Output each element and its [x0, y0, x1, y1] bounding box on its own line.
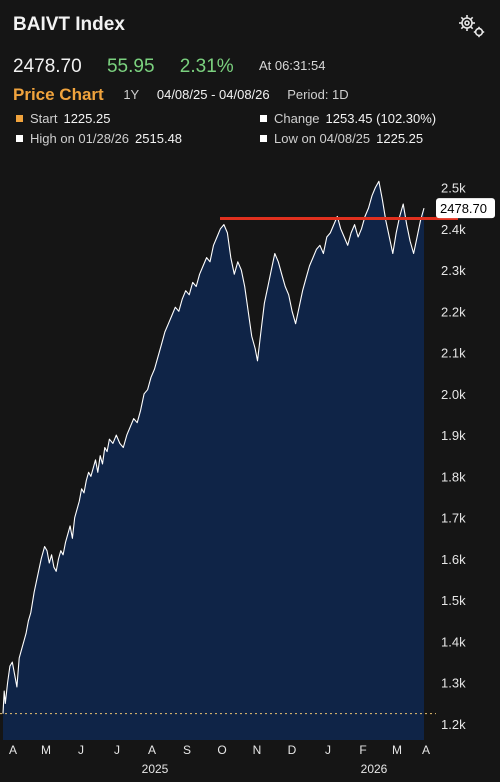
stat-low: Low on 04/08/25 1225.25 — [260, 131, 423, 146]
x-month-label: J — [78, 743, 84, 757]
stat-high: High on 01/28/26 2515.48 — [16, 131, 182, 146]
chart-toolbar: Price Chart 1Y 04/08/25 - 04/08/26 Perio… — [13, 84, 349, 104]
x-month-label: J — [114, 743, 120, 757]
low-value: 1225.25 — [376, 131, 424, 146]
y-tick-label: 1.6k — [441, 552, 466, 567]
high-value: 2515.48 — [135, 131, 183, 146]
index-title: BAIVT Index — [13, 14, 125, 35]
price-chart[interactable]: 1.2k 1.3k 1.4k 1.5k 1.6k 1.7k 1.8k 1.9k 2.0k 2.1k… — [0, 160, 500, 782]
x-month-label: M — [41, 743, 51, 757]
y-tick-label: 1.7k — [441, 511, 466, 526]
x-month-label: D — [288, 743, 297, 757]
x-month-label: N — [253, 743, 262, 757]
x-month-label: M — [392, 743, 402, 757]
y-tick-label: 2.3k — [441, 263, 466, 278]
net-change: 55.95 — [106, 56, 155, 77]
price-line — [2, 180, 425, 714]
y-tick-label: 1.3k — [441, 676, 466, 691]
y-tick-label: 1.2k — [441, 717, 466, 732]
quote-time: At 06:31:54 — [258, 58, 326, 73]
y-tick-label: 1.4k — [441, 634, 466, 649]
start-label: Start — [30, 111, 58, 126]
x-year-label: 2026 — [361, 762, 388, 776]
x-month-label: A — [9, 743, 17, 757]
percent-change: 2.31% — [179, 56, 234, 77]
stat-change: Change 1253.45 (102.30%) — [260, 111, 436, 126]
period-label[interactable]: Period: 1D — [287, 87, 349, 102]
start-marker-icon — [16, 115, 23, 122]
date-range[interactable]: 04/08/25 - 04/08/26 — [156, 87, 270, 102]
y-tick-label: 1.9k — [441, 428, 466, 443]
x-month-label: O — [217, 743, 226, 757]
y-tick-label: 2.2k — [441, 304, 466, 319]
x-month-label: A — [422, 743, 430, 757]
gear-icon[interactable] — [456, 13, 486, 39]
x-month-label: F — [359, 743, 366, 757]
x-month-label: A — [148, 743, 156, 757]
y-tick-label: 2.4k — [441, 222, 466, 237]
high-marker-icon — [16, 135, 23, 142]
change-label: Change — [274, 111, 320, 126]
high-label: High on 01/28/26 — [30, 131, 130, 146]
x-year-label: 2025 — [142, 762, 169, 776]
y-tick-label: 2.0k — [441, 387, 466, 402]
price-area — [3, 181, 424, 741]
period-selector[interactable]: 1Y — [123, 87, 140, 102]
low-marker-icon — [260, 135, 267, 142]
price-chart-label[interactable]: Price Chart — [13, 85, 104, 104]
quote-row: 2478.70 55.95 2.31% At 06:31:54 — [13, 56, 325, 78]
stat-start: Start 1225.25 — [16, 111, 110, 126]
change-marker-icon — [260, 115, 267, 122]
last-price-label: 2478.70 — [440, 201, 487, 216]
y-tick-label: 1.5k — [441, 593, 466, 608]
start-value: 1225.25 — [63, 111, 111, 126]
x-month-label: J — [325, 743, 331, 757]
low-label: Low on 04/08/25 — [274, 131, 371, 146]
last-price: 2478.70 — [13, 56, 82, 77]
y-tick-label: 2.1k — [441, 346, 466, 361]
last-price-box — [436, 198, 495, 219]
change-value: 1253.45 (102.30%) — [325, 111, 437, 126]
x-month-label: S — [183, 743, 191, 757]
y-tick-label: 2.5k — [441, 180, 466, 195]
y-tick-label: 1.8k — [441, 469, 466, 484]
